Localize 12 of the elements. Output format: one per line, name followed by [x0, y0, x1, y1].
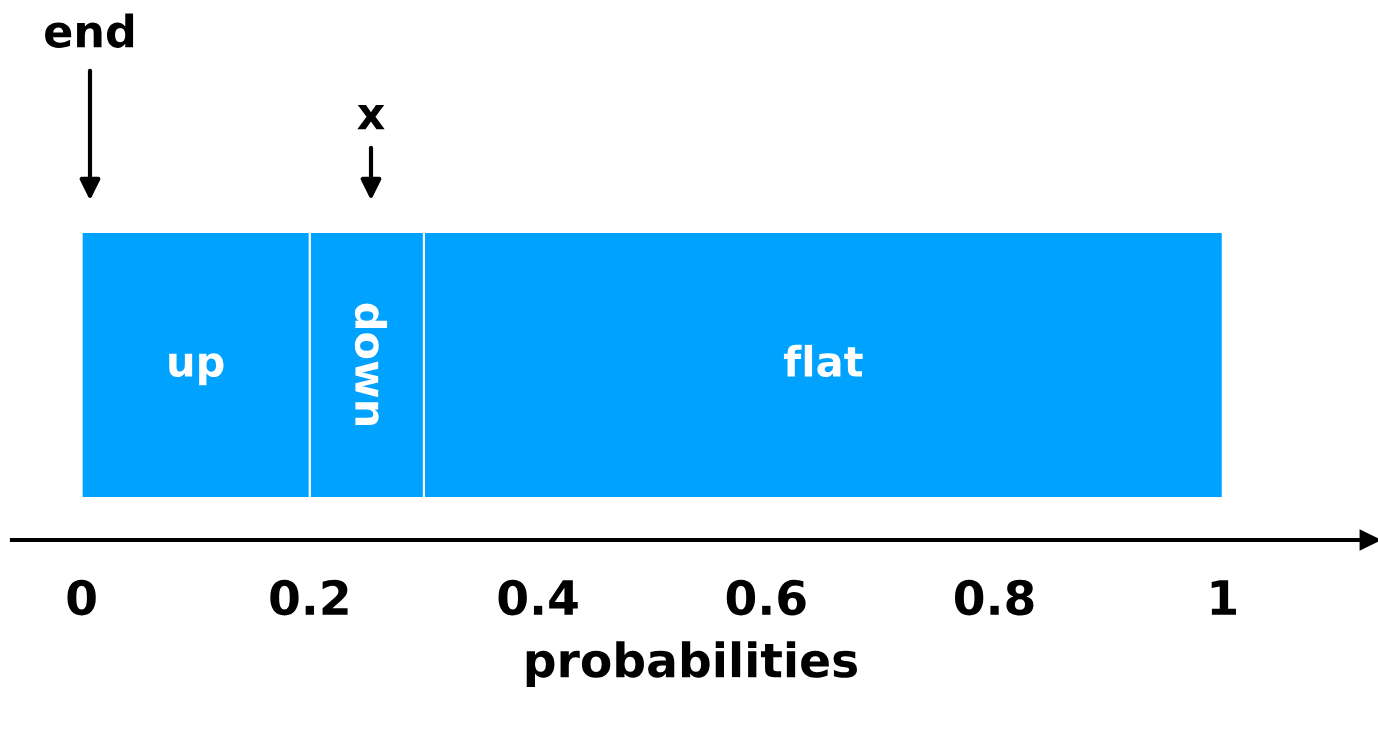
x-tick-label: 0.2 [270, 579, 348, 616]
x-axis-title: probabilities [526, 641, 857, 687]
x-tick-label: 0.4 [498, 579, 578, 616]
x-tick-label: 1 [1211, 580, 1236, 615]
series-label: down [354, 303, 388, 426]
x-tick-label: 0.8 [954, 579, 1034, 616]
x-tick-label: 0.6 [726, 579, 806, 616]
text: x [357, 104, 385, 130]
series-label: up [169, 353, 224, 386]
text: end [45, 13, 134, 48]
series-label: flat [783, 344, 863, 378]
x-tick-label: 0 [67, 579, 96, 616]
